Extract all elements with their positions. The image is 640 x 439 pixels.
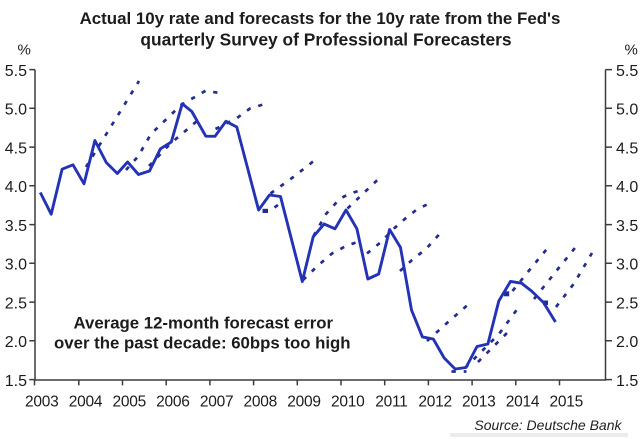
svg-text:2013: 2013 (462, 393, 495, 410)
svg-text:3.0: 3.0 (616, 257, 638, 274)
svg-text:1.5: 1.5 (5, 373, 27, 390)
svg-text:2014: 2014 (506, 393, 540, 410)
svg-text:2010: 2010 (331, 393, 365, 410)
svg-text:2006: 2006 (156, 393, 189, 410)
svg-text:4.5: 4.5 (5, 141, 27, 158)
svg-text:2008: 2008 (244, 393, 277, 410)
svg-text:2007: 2007 (200, 393, 233, 410)
svg-text:Source: Deutsche Bank: Source: Deutsche Bank (474, 417, 622, 433)
svg-text:5.5: 5.5 (616, 63, 638, 80)
svg-text:4.0: 4.0 (5, 179, 27, 196)
svg-text:4.5: 4.5 (616, 141, 638, 158)
svg-text:2011: 2011 (375, 393, 407, 410)
svg-text:2012: 2012 (418, 393, 451, 410)
svg-text:2004: 2004 (69, 393, 103, 410)
svg-text:3.5: 3.5 (5, 218, 27, 235)
svg-text:%: % (625, 41, 638, 58)
svg-text:2.0: 2.0 (616, 334, 638, 351)
svg-text:over the past decade: 60bps to: over the past decade: 60bps too high (54, 333, 351, 352)
svg-text:Actual 10y rate and forecasts: Actual 10y rate and forecasts for the 10… (80, 9, 561, 28)
svg-text:Average 12-month forecast erro: Average 12-month forecast error (74, 314, 334, 333)
svg-text:5.0: 5.0 (5, 102, 27, 119)
svg-text:3.5: 3.5 (616, 218, 638, 235)
svg-text:5.0: 5.0 (616, 102, 638, 119)
svg-text:2.5: 2.5 (616, 296, 638, 313)
svg-text:2009: 2009 (287, 393, 320, 410)
svg-text:1.5: 1.5 (616, 373, 638, 390)
svg-text:4.0: 4.0 (616, 179, 638, 196)
svg-text:5.5: 5.5 (5, 63, 27, 80)
svg-text:%: % (18, 41, 31, 58)
svg-text:quarterly Survey of Profession: quarterly Survey of Professional Forecas… (140, 30, 511, 50)
svg-text:2015: 2015 (549, 393, 582, 410)
svg-text:2005: 2005 (112, 393, 145, 410)
svg-text:3.0: 3.0 (5, 257, 27, 274)
svg-text:2003: 2003 (25, 393, 58, 410)
svg-text:2.0: 2.0 (5, 334, 27, 351)
svg-text:2.5: 2.5 (5, 296, 27, 313)
